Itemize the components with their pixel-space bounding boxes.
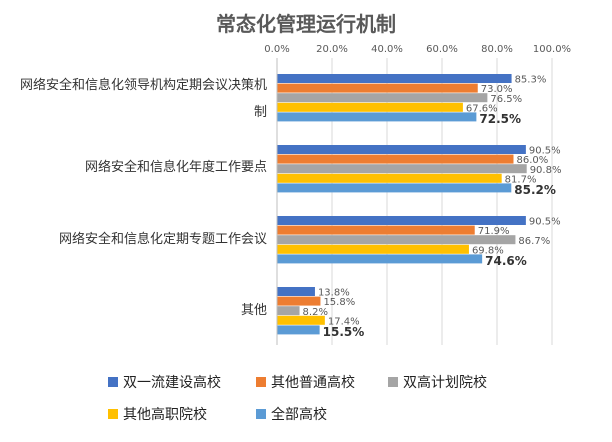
category-label: 其他 (240, 303, 267, 318)
bar (277, 164, 527, 174)
data-label: 71.9% (478, 226, 510, 237)
bar (277, 74, 512, 83)
x-tick-label: 60.0% (426, 44, 458, 55)
data-label: 15.8% (323, 297, 355, 308)
data-label: 90.8% (530, 165, 562, 176)
bar (277, 173, 502, 183)
legend-label: 双一流建设高校 (123, 375, 221, 391)
category-label: 网络安全和信息化定期专题工作会议 (58, 232, 267, 247)
data-label: 90.5% (529, 146, 561, 157)
data-label: 67.6% (466, 103, 498, 114)
bar (277, 183, 512, 193)
bar (277, 296, 321, 306)
legend-label: 全部高校 (271, 407, 327, 423)
data-label: 69.8% (472, 245, 504, 256)
data-label: 74.6% (485, 254, 527, 268)
legend-item: 双一流建设高校 (108, 372, 221, 392)
bar (277, 83, 478, 93)
bar (277, 235, 516, 245)
bar (277, 325, 320, 335)
x-tick-label: 40.0% (371, 44, 403, 55)
legend-swatch (108, 377, 118, 387)
legend-item: 双高计划院校 (388, 372, 487, 392)
bar (277, 306, 300, 316)
category-label: 网络安全和信息化年度工作要点 (84, 160, 267, 175)
data-label: 73.0% (481, 84, 513, 95)
legend-swatch (256, 409, 266, 419)
bar (277, 244, 469, 254)
x-tick-label: 0.0% (264, 44, 289, 55)
bar (277, 287, 315, 296)
data-label: 85.2% (514, 183, 556, 197)
bar (277, 315, 325, 325)
bar (277, 254, 483, 264)
bar (277, 93, 488, 103)
bar (277, 145, 526, 154)
category-label: 网络安全和信息化领导机构定期会议决策机制 (19, 78, 267, 120)
data-label: 86.7% (518, 236, 550, 247)
legend-swatch (388, 377, 398, 387)
data-label: 8.2% (303, 307, 328, 318)
x-tick-label: 80.0% (481, 44, 513, 55)
legend-swatch (108, 409, 118, 419)
legend-item: 其他高职院校 (108, 404, 207, 424)
legend-label: 其他普通高校 (271, 375, 355, 391)
legend-item: 全部高校 (256, 404, 327, 424)
chart-title: 常态化管理运行机制 (216, 12, 396, 36)
legend-label: 其他高职院校 (123, 407, 207, 423)
bar (277, 154, 514, 164)
legend-swatch (256, 377, 266, 387)
x-tick-label: 100.0% (533, 44, 571, 55)
bar (277, 216, 526, 225)
bar (277, 112, 477, 122)
data-label: 17.4% (328, 316, 360, 327)
data-label: 81.7% (505, 174, 537, 185)
data-label: 86.0% (517, 155, 549, 166)
legend-item: 其他普通高校 (256, 372, 355, 392)
data-label: 76.5% (490, 94, 522, 105)
data-label: 85.3% (515, 75, 547, 86)
bar (277, 225, 475, 235)
data-label: 15.5% (323, 325, 365, 339)
x-tick-label: 20.0% (316, 44, 348, 55)
data-label: 13.8% (318, 288, 350, 299)
legend-label: 双高计划院校 (403, 375, 487, 391)
data-label: 72.5% (479, 112, 521, 126)
data-label: 90.5% (529, 217, 561, 228)
bar (277, 102, 463, 112)
